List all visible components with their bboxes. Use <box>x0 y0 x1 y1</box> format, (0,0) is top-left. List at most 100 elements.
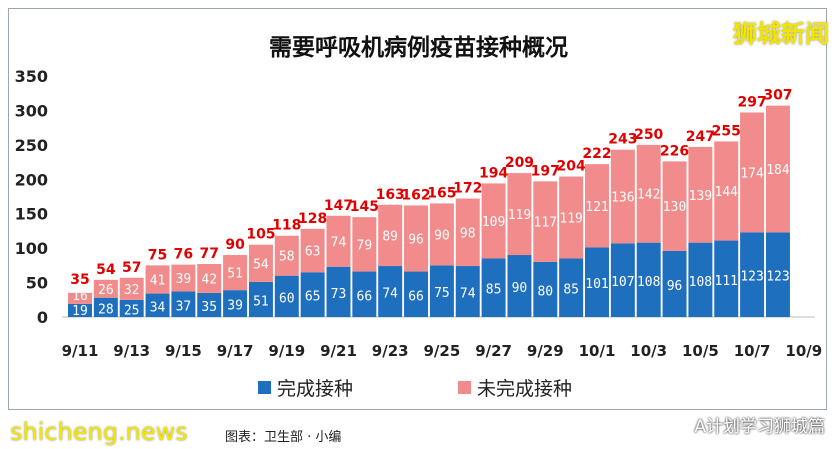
legend-swatch-uncompleted <box>458 381 471 394</box>
bar-completed <box>507 255 532 317</box>
data-label-total: 162 <box>401 187 430 203</box>
bar-uncompleted <box>765 105 790 233</box>
bar-completed <box>274 275 299 317</box>
x-tick-label: 9/27 <box>475 342 512 360</box>
data-label-uncompleted: 117 <box>534 216 557 231</box>
data-label-completed: 75 <box>434 286 450 301</box>
data-label-total: 35 <box>70 272 89 288</box>
data-label-total: 197 <box>531 163 560 179</box>
bar-uncompleted <box>197 263 222 293</box>
data-label-completed: 19 <box>72 304 88 319</box>
bar-uncompleted <box>300 228 325 273</box>
bar-uncompleted <box>688 146 713 243</box>
data-label-completed: 65 <box>305 290 321 305</box>
data-label-uncompleted: 26 <box>98 283 114 298</box>
data-label-completed: 51 <box>253 294 269 309</box>
bar-completed <box>119 299 144 317</box>
data-label-completed: 66 <box>357 289 373 304</box>
x-tick-label: 10/9 <box>785 342 822 360</box>
data-label-total: 194 <box>479 165 508 181</box>
y-tick-label: 100 <box>15 239 48 258</box>
data-label-total: 90 <box>225 237 245 253</box>
watermark-url: shicheng.news <box>10 418 188 446</box>
data-label-total: 118 <box>272 218 301 234</box>
bar-completed <box>404 271 429 317</box>
data-label-completed: 74 <box>460 287 476 302</box>
data-label-total: 105 <box>246 227 275 243</box>
bar-completed <box>533 261 558 317</box>
chart-frame <box>8 8 827 410</box>
wechat-source: A计划学习狮城篇 <box>694 417 825 437</box>
bar-uncompleted <box>274 235 299 276</box>
data-label-uncompleted: 98 <box>460 226 476 241</box>
legend-swatch-completed <box>258 381 271 394</box>
y-tick-label: 0 <box>37 308 48 327</box>
x-tick-label: 10/3 <box>630 342 667 360</box>
data-label-total: 250 <box>634 127 663 143</box>
x-tick-label: 9/15 <box>165 342 202 360</box>
data-label-completed: 28 <box>98 302 114 317</box>
data-label-uncompleted: 139 <box>689 189 712 204</box>
data-label-uncompleted: 142 <box>637 188 660 203</box>
bar-uncompleted <box>378 204 403 267</box>
data-label-uncompleted: 16 <box>72 289 88 304</box>
watermark-logo: 狮城新闻 <box>733 20 829 48</box>
data-label-completed: 90 <box>512 281 528 296</box>
bar-uncompleted <box>68 292 92 304</box>
bar-completed <box>378 266 403 317</box>
data-label-total: 128 <box>298 211 327 227</box>
bar-completed <box>197 292 222 317</box>
data-label-total: 75 <box>148 247 167 263</box>
data-label-total: 255 <box>712 123 741 139</box>
data-label-uncompleted: 39 <box>176 272 192 287</box>
data-label-uncompleted: 90 <box>434 228 450 243</box>
data-label-uncompleted: 41 <box>150 273 166 288</box>
data-label-completed: 73 <box>331 287 347 302</box>
data-label-total: 147 <box>324 198 353 214</box>
data-label-uncompleted: 32 <box>124 283 140 298</box>
bar-uncompleted <box>481 183 506 259</box>
bar-completed <box>765 232 790 317</box>
x-tick-label: 10/7 <box>734 342 771 360</box>
x-tick-label: 9/25 <box>424 342 461 360</box>
x-tick-label: 9/23 <box>372 342 409 360</box>
data-label-total: 222 <box>582 146 611 162</box>
y-tick-label: 150 <box>15 205 48 224</box>
bar-uncompleted <box>533 181 558 262</box>
bar-completed <box>559 258 584 317</box>
y-tick-label: 50 <box>26 274 48 293</box>
data-label-uncompleted: 174 <box>740 166 764 181</box>
bar-uncompleted <box>93 279 118 298</box>
data-label-completed: 80 <box>537 284 553 299</box>
data-label-completed: 108 <box>689 275 712 290</box>
data-label-total: 54 <box>96 262 116 278</box>
data-label-total: 163 <box>376 187 405 203</box>
data-label-total: 77 <box>200 246 219 262</box>
data-label-uncompleted: 119 <box>508 208 531 223</box>
bar-completed <box>352 271 377 317</box>
data-label-uncompleted: 144 <box>715 185 739 200</box>
x-tick-label: 9/11 <box>62 342 99 360</box>
data-label-total: 145 <box>350 199 379 215</box>
bar-uncompleted <box>248 244 273 282</box>
data-label-uncompleted: 89 <box>382 229 398 244</box>
data-label-uncompleted: 136 <box>611 191 634 206</box>
data-label-completed: 85 <box>486 283 502 298</box>
bar-completed <box>688 242 713 317</box>
data-label-uncompleted: 79 <box>357 238 373 253</box>
data-label-uncompleted: 121 <box>585 200 608 215</box>
bar-uncompleted <box>559 176 584 259</box>
data-label-uncompleted: 63 <box>305 245 321 260</box>
legend-label-uncompleted: 未完成接种 <box>477 378 573 400</box>
bar-uncompleted <box>429 203 454 266</box>
data-label-uncompleted: 58 <box>279 250 295 265</box>
data-label-uncompleted: 51 <box>227 267 243 282</box>
bar-uncompleted <box>223 255 248 291</box>
bar-completed <box>223 290 248 317</box>
data-label-completed: 108 <box>637 275 660 290</box>
bar-completed <box>300 272 325 317</box>
x-tick-label: 9/13 <box>113 342 150 360</box>
data-label-completed: 111 <box>715 274 738 289</box>
bar-completed <box>326 266 351 317</box>
x-tick-label: 9/21 <box>320 342 357 360</box>
